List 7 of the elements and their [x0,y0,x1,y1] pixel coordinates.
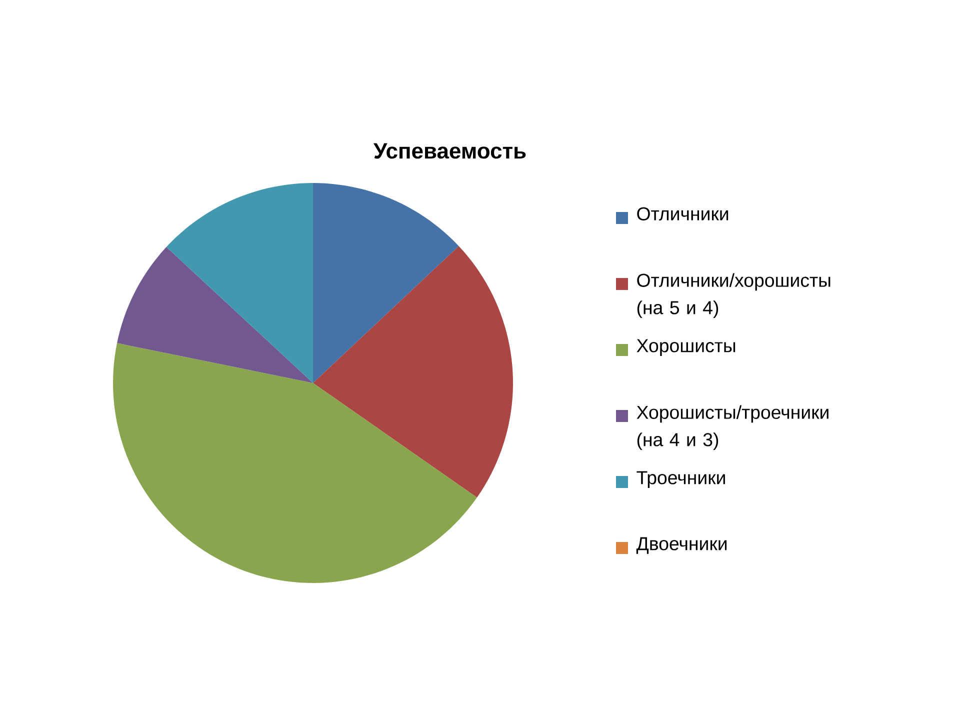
chart-title: Успеваемость [373,143,526,159]
legend-label: Отличники/хорошисты (на 5 и 4) [637,273,830,318]
legend-label: Троечники [636,471,725,488]
legend-label: Отличники [637,207,728,220]
legend-label: Хорошисты/троечники (на 4 и 3) [636,405,828,450]
legend-label: Хорошисты [636,339,736,356]
legend-label: Двоечники [636,537,727,554]
